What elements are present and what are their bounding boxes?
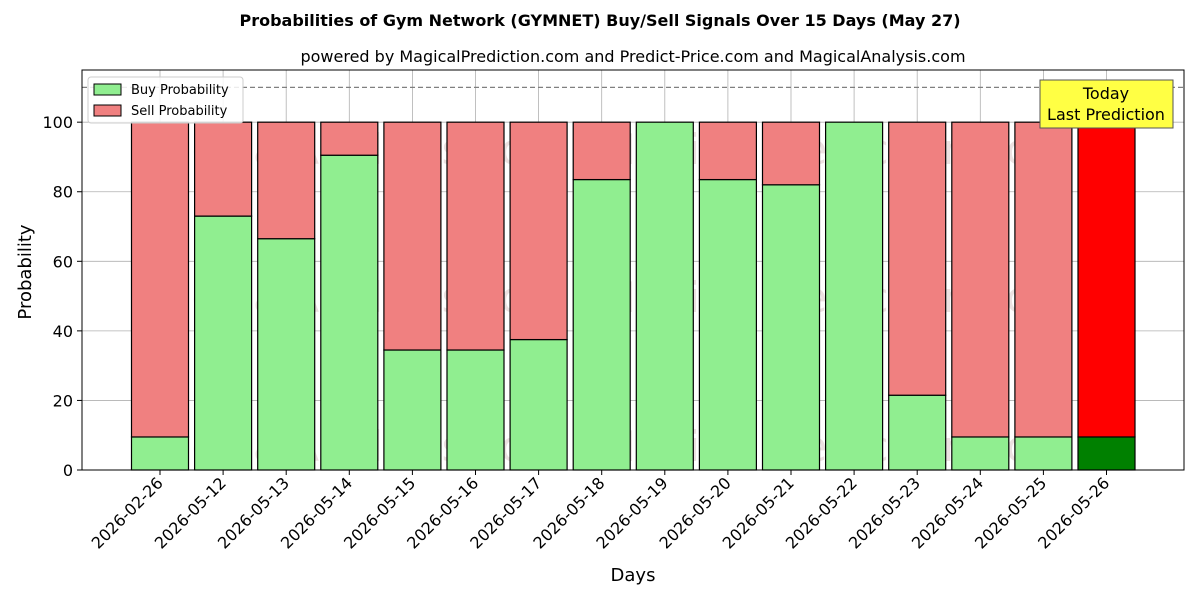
y-tick-label: 60: [53, 252, 73, 271]
legend-swatch: [93, 83, 122, 96]
bar-buy: [320, 154, 379, 471]
bar-sell: [888, 121, 947, 396]
bar-sell: [1077, 121, 1136, 438]
annotation-line2: Last Prediction: [1047, 105, 1165, 124]
bars: [82, 86, 1184, 471]
bar-buy: [572, 178, 631, 471]
annotation-line1: Today: [1082, 84, 1129, 103]
legend: Buy Probability Sell Probability: [87, 76, 244, 124]
legend-swatch: [93, 104, 122, 117]
bar-buy: [509, 338, 568, 471]
bar-buy: [383, 349, 442, 471]
bar-buy: [1077, 436, 1136, 471]
bar-sell: [951, 121, 1010, 438]
chart-title: Probabilities of Gym Network (GYMNET) Bu…: [239, 11, 960, 30]
bar-sell: [194, 121, 253, 217]
legend-label: Sell Probability: [131, 104, 228, 119]
legend-box: [87, 76, 244, 124]
y-tick-label: 20: [53, 391, 73, 410]
bar-buy: [130, 436, 190, 471]
bar-sell: [509, 121, 568, 341]
bar-buy: [824, 121, 884, 471]
annotation: Today Last Prediction: [1039, 79, 1174, 129]
y-tick-label: 100: [42, 113, 73, 132]
y-tick-label: 0: [63, 461, 73, 480]
bar-sell: [320, 121, 379, 156]
bar-buy: [888, 394, 947, 471]
bar-buy: [635, 121, 694, 471]
plot-frame: [81, 69, 1185, 471]
bar-sell: [572, 121, 631, 181]
bar-buy: [761, 184, 821, 471]
bar-buy: [257, 238, 316, 471]
bar-buy: [951, 436, 1010, 471]
bar-sell: [698, 121, 758, 181]
x-axis-label: Days: [611, 565, 656, 586]
bar-sell: [446, 121, 505, 351]
y-axis-label: Probability: [15, 224, 36, 319]
bar-buy: [1014, 436, 1073, 471]
legend-label: Buy Probability: [131, 83, 229, 98]
bar-buy: [698, 178, 758, 471]
y-tick-label: 40: [53, 322, 73, 341]
bar-sell: [761, 121, 821, 186]
bar-sell: [383, 121, 442, 351]
bar-sell: [1014, 121, 1073, 438]
chart-subtitle: powered by MagicalPrediction.com and Pre…: [300, 47, 965, 66]
bar-sell: [257, 121, 316, 240]
bar-sell: [130, 121, 190, 438]
bar-buy: [194, 215, 253, 471]
y-tick-label: 80: [53, 183, 73, 202]
bar-buy: [446, 349, 505, 471]
annotation-box: [1039, 79, 1174, 129]
